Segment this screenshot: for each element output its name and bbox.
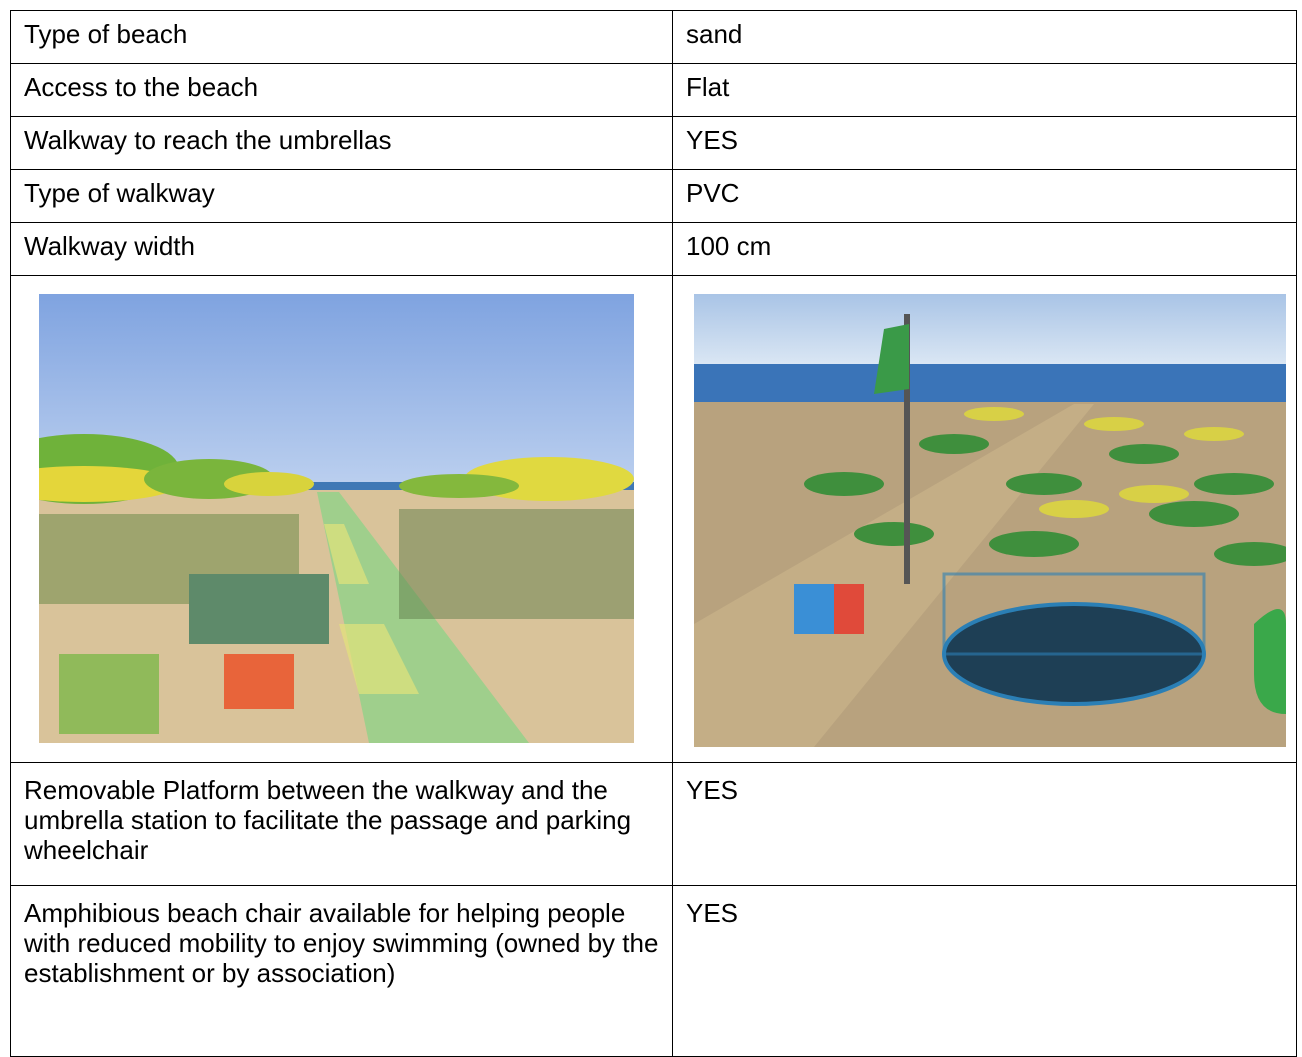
- beach-photo-walkway: [39, 294, 634, 743]
- image-cell: [11, 276, 673, 763]
- cell-label: Walkway width: [11, 223, 673, 276]
- beach-photo-aerial: [694, 294, 1286, 747]
- cell-label: Type of walkway: [11, 170, 673, 223]
- table-row: Removable Platform between the walkway a…: [11, 763, 1297, 886]
- cell-value: PVC: [673, 170, 1297, 223]
- image-row: [11, 276, 1297, 763]
- cell-value: sand: [673, 11, 1297, 64]
- image-cell: [673, 276, 1297, 763]
- cell-value: YES: [673, 886, 1297, 1057]
- cell-value: YES: [673, 117, 1297, 170]
- cell-value: Flat: [673, 64, 1297, 117]
- cell-value: YES: [673, 763, 1297, 886]
- cell-value: 100 cm: [673, 223, 1297, 276]
- cell-label: Walkway to reach the umbrellas: [11, 117, 673, 170]
- cell-label: Access to the beach: [11, 64, 673, 117]
- cell-label: Amphibious beach chair available for hel…: [11, 886, 673, 1057]
- table-row: Amphibious beach chair available for hel…: [11, 886, 1297, 1057]
- cell-label: Removable Platform between the walkway a…: [11, 763, 673, 886]
- cell-label: Type of beach: [11, 11, 673, 64]
